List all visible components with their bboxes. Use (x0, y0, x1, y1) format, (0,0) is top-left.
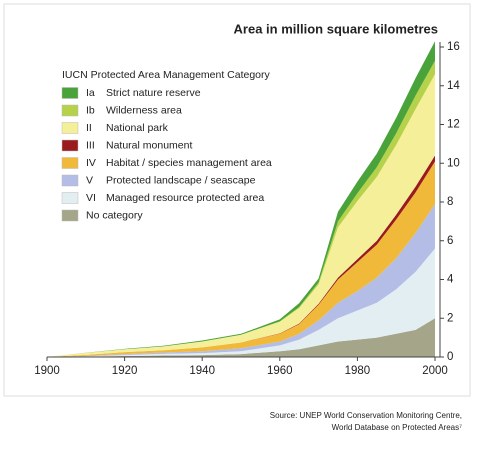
area (47, 248, 435, 357)
y-tick-label: 16 (447, 41, 460, 53)
x-tick-label: 1980 (345, 365, 371, 377)
y-tick-label: 8 (447, 196, 453, 208)
legend-label: Habitat / species management area (106, 157, 272, 169)
legend-label: National park (106, 122, 169, 134)
x-tick-label: 1940 (189, 365, 215, 377)
legend-swatch (61, 87, 79, 99)
legend-code: V (86, 174, 93, 186)
x-tick-label: 1920 (112, 365, 138, 377)
area (47, 74, 435, 357)
legend-swatch (61, 192, 79, 204)
legend-code: III (86, 139, 95, 151)
x-tick-label: 2000 (422, 365, 448, 377)
area (47, 318, 435, 357)
y-tick-label: 2 (447, 312, 453, 324)
y-tick-label: 6 (447, 235, 453, 247)
y-tick-label: 0 (447, 351, 453, 363)
legend-label: Protected landscape / seascape (106, 174, 256, 186)
legend-swatch (61, 209, 79, 222)
legend-label: Wilderness area (106, 104, 182, 116)
legend-swatch (61, 104, 79, 117)
legend-label: Strict nature reserve (106, 87, 201, 99)
legend-code: II (86, 122, 92, 134)
legend-swatch (61, 174, 79, 187)
legend-label: Managed resource protected area (106, 192, 264, 204)
chart-title: Area in million square kilometres (234, 21, 438, 36)
source: Source: UNEP World Conservation Monitori… (270, 411, 462, 420)
y-tick-label: 14 (447, 80, 460, 92)
legend-code: VI (86, 192, 96, 204)
legend-swatch (61, 157, 79, 169)
legend-swatch (61, 122, 79, 134)
source: World Database on Protected Areas⁷ (332, 423, 462, 432)
y-tick-label: 4 (447, 274, 454, 286)
chart-frame (3, 3, 471, 397)
legend-label: Natural monument (106, 139, 192, 151)
y-tick-label: 12 (447, 119, 460, 131)
legend-title: IUCN Protected Area Management Category (62, 69, 271, 81)
y-tick-label: 10 (447, 157, 460, 169)
x-tick-label: 1960 (267, 365, 293, 377)
legend-label: No category (86, 209, 143, 221)
legend-code: Ia (86, 87, 95, 99)
legend-swatch (61, 139, 79, 152)
x-tick-label: 1900 (34, 365, 60, 377)
legend-code: Ib (86, 104, 95, 116)
legend-code: IV (86, 157, 96, 169)
